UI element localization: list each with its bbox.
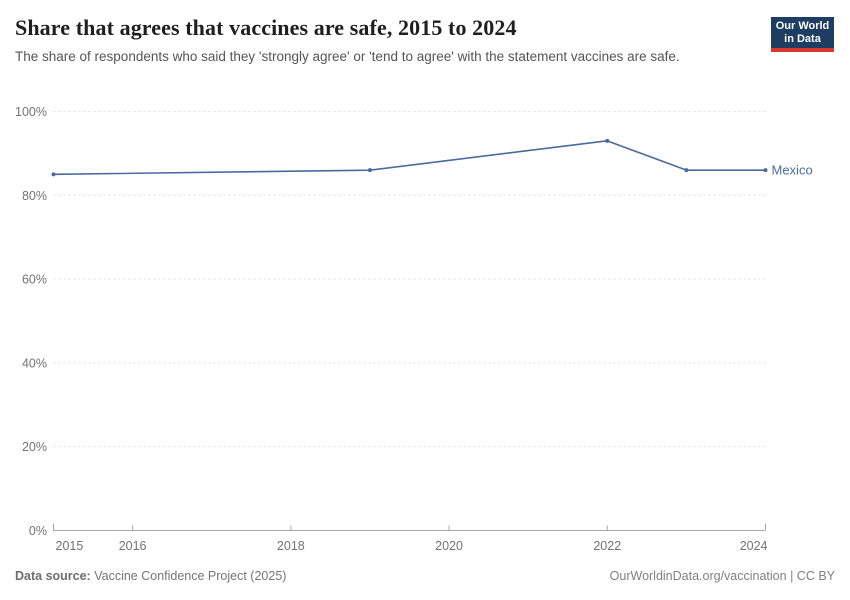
chart-header: Share that agrees that vaccines are safe… [15, 14, 755, 66]
data-source-note: Data source: Vaccine Confidence Project … [15, 569, 286, 583]
chart-subtitle: The share of respondents who said they '… [15, 49, 680, 64]
x-axis-tick-label: 2024 [740, 539, 768, 553]
chart-footer: Data source: Vaccine Confidence Project … [15, 569, 835, 583]
y-axis-tick-label: 80% [22, 189, 47, 203]
x-axis-tick-label: 2022 [593, 539, 621, 553]
x-axis-tick-label: 2016 [119, 539, 147, 553]
y-axis-tick-label: 100% [15, 105, 47, 119]
chart-title: Share that agrees that vaccines are safe… [15, 15, 517, 40]
owid-logo-box: Our World in Data [771, 17, 834, 48]
series-line-mexico [52, 140, 767, 176]
attribution-separator: | [786, 569, 797, 583]
x-axis-tick-label: 2020 [435, 539, 463, 553]
y-axis-tick-label: 40% [22, 356, 47, 370]
y-axis-tick-label: 20% [22, 440, 47, 454]
data-source-text: Vaccine Confidence Project (2025) [90, 569, 287, 583]
owid-logo-line2: in Data [784, 33, 821, 45]
data-point-2024 [763, 168, 768, 173]
owid-logo[interactable]: Our World in Data [771, 17, 834, 52]
series-label-mexico: Mexico [772, 163, 813, 178]
data-source-label: Data source: [15, 569, 91, 583]
y-axis-tick-label: 60% [22, 273, 47, 287]
x-axis-tick-label: 2015 [56, 539, 84, 553]
data-point-2015 [51, 172, 56, 177]
license-label: CC BY [796, 569, 835, 583]
owid-logo-accent-bar [771, 48, 834, 52]
attribution: OurWorldinData.org/vaccination | CC BY [610, 569, 835, 583]
owid-url-link[interactable]: OurWorldinData.org/vaccination [609, 569, 787, 583]
data-point-2022 [605, 138, 610, 143]
data-point-2019 [367, 168, 372, 173]
data-point-2023 [684, 168, 689, 173]
x-axis-tick-label: 2018 [277, 539, 305, 553]
owid-logo-line1: Our World [775, 20, 830, 32]
y-axis-tick-label: 0% [29, 524, 47, 538]
